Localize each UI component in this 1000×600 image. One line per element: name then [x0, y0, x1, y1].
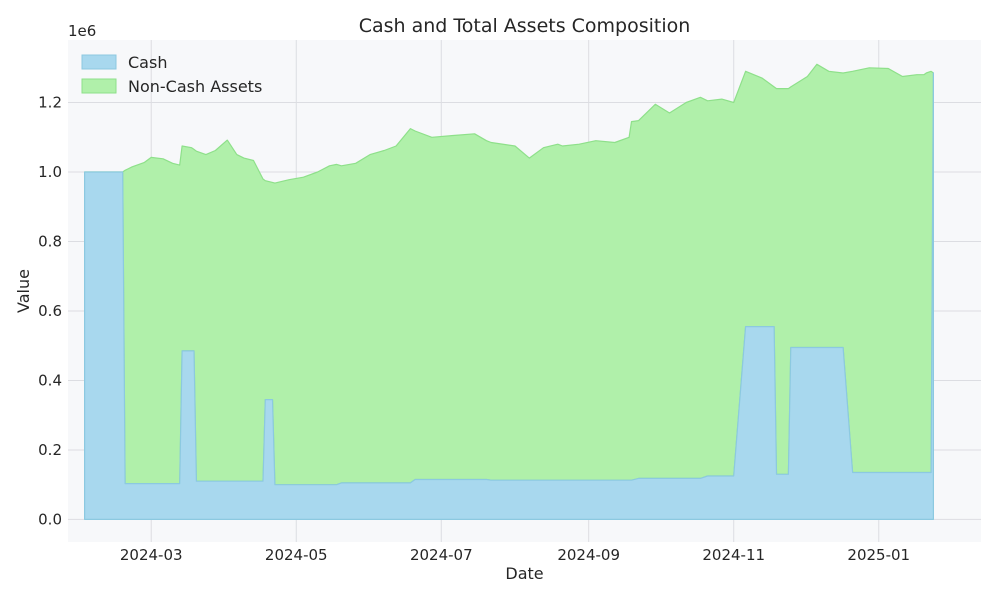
y-tick-label: 0.6: [38, 302, 62, 320]
legend-swatch-noncash: [81, 78, 117, 94]
x-axis-label: Date: [505, 564, 543, 583]
cash-area: [83, 72, 935, 521]
y-tick-label: 0.2: [38, 441, 62, 459]
legend-swatch-cash: [81, 54, 117, 70]
tick-labels: 0.0 0.2 0.4 0.6 0.8 1.0 1.2 2024-03 2024-05 2024-…: [38, 94, 910, 564]
y-tick-label: 0.8: [38, 232, 62, 250]
x-tick-label: 2025-01: [847, 546, 910, 564]
legend-label-cash: Cash: [128, 53, 167, 72]
legend: Cash Non-Cash Assets: [81, 53, 262, 96]
y-offset-label: 1e6: [68, 22, 96, 40]
chart-title: Cash and Total Assets Composition: [359, 15, 691, 37]
legend-label-noncash: Non-Cash Assets: [128, 77, 262, 96]
x-tick-label: 2024-11: [702, 546, 765, 564]
y-axis-label: Value: [14, 269, 33, 313]
y-tick-label: 1.2: [38, 94, 62, 112]
x-tick-label: 2024-07: [410, 546, 473, 564]
y-tick-label: 0.0: [38, 510, 62, 528]
x-tick-label: 2024-03: [120, 546, 183, 564]
x-tick-label: 2024-05: [265, 546, 328, 564]
y-tick-label: 1.0: [38, 163, 62, 181]
y-tick-label: 0.4: [38, 371, 62, 389]
x-tick-label: 2024-09: [557, 546, 620, 564]
area-layer: [83, 63, 935, 521]
